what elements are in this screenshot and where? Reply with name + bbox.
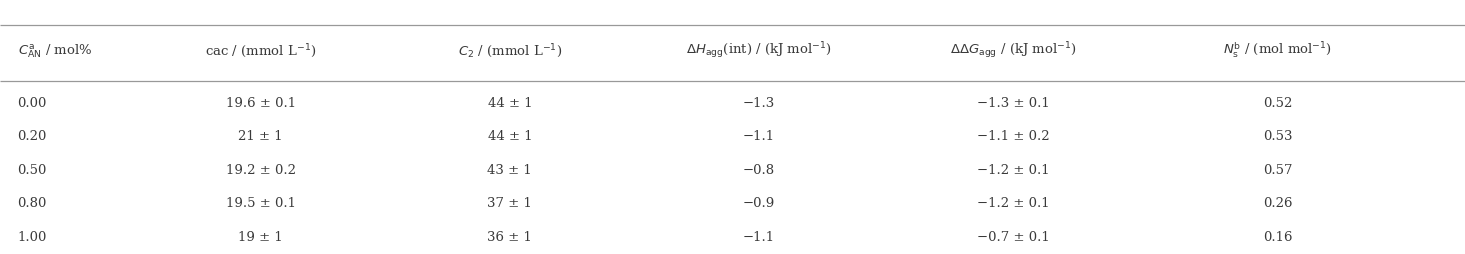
Text: −1.3: −1.3 <box>743 97 775 110</box>
Text: 1.00: 1.00 <box>18 231 47 244</box>
Text: $\Delta H_{\mathrm{agg}}$(int) / (kJ mol$^{-1}$): $\Delta H_{\mathrm{agg}}$(int) / (kJ mol… <box>686 40 832 61</box>
Text: 37 ± 1: 37 ± 1 <box>488 197 532 210</box>
Text: −0.9: −0.9 <box>743 197 775 210</box>
Text: 44 ± 1: 44 ± 1 <box>488 130 532 143</box>
Text: 0.26: 0.26 <box>1263 197 1292 210</box>
Text: $\Delta\Delta G_{\mathrm{agg}}$ / (kJ mol$^{-1}$): $\Delta\Delta G_{\mathrm{agg}}$ / (kJ mo… <box>951 40 1077 61</box>
Text: −0.7 ± 0.1: −0.7 ± 0.1 <box>977 231 1050 244</box>
Text: 36 ± 1: 36 ± 1 <box>488 231 532 244</box>
Text: 0.52: 0.52 <box>1263 97 1292 110</box>
Text: −1.1: −1.1 <box>743 231 775 244</box>
Text: −1.2 ± 0.1: −1.2 ± 0.1 <box>977 197 1050 210</box>
Text: 43 ± 1: 43 ± 1 <box>488 164 532 177</box>
Text: 21 ± 1: 21 ± 1 <box>239 130 283 143</box>
Text: −1.3 ± 0.1: −1.3 ± 0.1 <box>977 97 1050 110</box>
Text: 0.50: 0.50 <box>18 164 47 177</box>
Text: cac / (mmol L$^{-1}$): cac / (mmol L$^{-1}$) <box>205 42 316 60</box>
Text: 0.20: 0.20 <box>18 130 47 143</box>
Text: $N_{\mathrm{s}}^{\mathrm{b}}$ / (mol mol$^{-1}$): $N_{\mathrm{s}}^{\mathrm{b}}$ / (mol mol… <box>1223 41 1332 60</box>
Text: 19.5 ± 0.1: 19.5 ± 0.1 <box>226 197 296 210</box>
Text: 0.16: 0.16 <box>1263 231 1292 244</box>
Text: −0.8: −0.8 <box>743 164 775 177</box>
Text: −1.1 ± 0.2: −1.1 ± 0.2 <box>977 130 1050 143</box>
Text: $C_{\mathrm{AN}}^{\mathrm{a}}$ / mol%: $C_{\mathrm{AN}}^{\mathrm{a}}$ / mol% <box>18 42 92 59</box>
Text: 19.2 ± 0.2: 19.2 ± 0.2 <box>226 164 296 177</box>
Text: 19 ± 1: 19 ± 1 <box>239 231 283 244</box>
Text: −1.1: −1.1 <box>743 130 775 143</box>
Text: 0.80: 0.80 <box>18 197 47 210</box>
Text: $C_{2}$ / (mmol L$^{-1}$): $C_{2}$ / (mmol L$^{-1}$) <box>457 42 563 60</box>
Text: 0.53: 0.53 <box>1263 130 1292 143</box>
Text: −1.2 ± 0.1: −1.2 ± 0.1 <box>977 164 1050 177</box>
Text: 0.57: 0.57 <box>1263 164 1292 177</box>
Text: 44 ± 1: 44 ± 1 <box>488 97 532 110</box>
Text: 0.00: 0.00 <box>18 97 47 110</box>
Text: 19.6 ± 0.1: 19.6 ± 0.1 <box>226 97 296 110</box>
